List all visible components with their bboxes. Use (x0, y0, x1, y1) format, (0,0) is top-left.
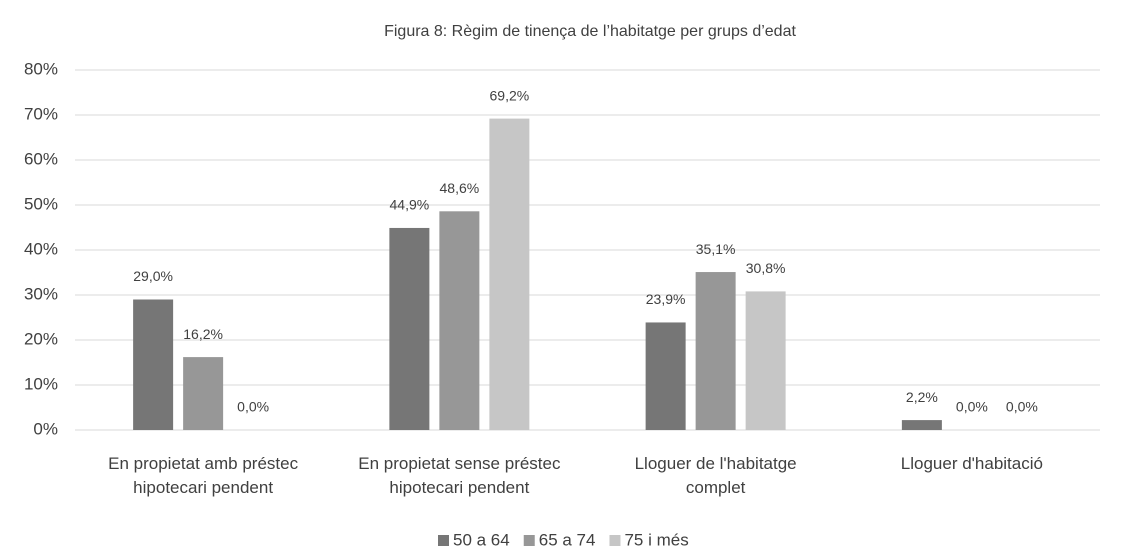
bar (745, 291, 786, 430)
y-tick-label: 60% (24, 149, 58, 168)
bar (439, 211, 480, 430)
bar (183, 357, 224, 430)
y-tick-label: 50% (24, 194, 58, 213)
bar (645, 322, 686, 430)
value-label: 0,0% (237, 399, 269, 415)
y-tick-label: 40% (24, 239, 58, 258)
bar (901, 420, 942, 430)
y-tick-label: 30% (24, 284, 58, 303)
value-label: 69,2% (490, 87, 530, 103)
bar (133, 299, 174, 430)
x-tick-label: En propietat sense préstec hipotecari pe… (358, 454, 561, 497)
value-label: 35,1% (696, 241, 736, 257)
bar (695, 272, 736, 430)
value-label: 23,9% (646, 291, 686, 307)
value-label: 0,0% (1006, 399, 1038, 415)
value-label: 0,0% (956, 399, 988, 415)
bar (489, 118, 530, 430)
y-tick-label: 80% (24, 59, 58, 78)
legend-swatch (609, 535, 621, 546)
y-tick-label: 0% (33, 419, 58, 438)
y-tick-label: 20% (24, 329, 58, 348)
legend-label: 50 a 64 (453, 530, 510, 549)
legend-label: 75 i més (624, 530, 688, 549)
x-tick-label: Lloguer d'habitació (900, 454, 1043, 473)
y-tick-label: 70% (24, 104, 58, 123)
value-label: 16,2% (183, 326, 223, 342)
y-tick-label: 10% (24, 374, 58, 393)
legend-swatch (523, 535, 535, 546)
value-label: 30,8% (746, 260, 786, 276)
value-label: 44,9% (390, 197, 430, 213)
legend-swatch (438, 535, 449, 546)
x-tick-label: En propietat amb préstec hipotecari pend… (108, 454, 299, 497)
value-label: 2,2% (906, 389, 938, 405)
value-label: 29,0% (133, 268, 173, 284)
legend-label: 65 a 74 (539, 530, 596, 549)
bar (389, 227, 430, 430)
chart-title: Figura 8: Règim de tinença de l’habitatg… (384, 23, 796, 40)
value-label: 48,6% (440, 180, 480, 196)
x-tick-label: Lloguer de l'habitatge complet (634, 454, 797, 497)
